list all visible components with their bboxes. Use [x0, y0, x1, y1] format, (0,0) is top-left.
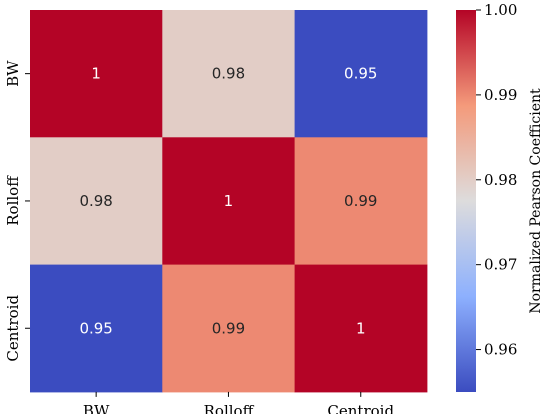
cell-rolloff-bw: [30, 137, 163, 266]
cell-value-label: 0.95: [79, 319, 112, 337]
y-axis: BW Rolloff Centroid: [4, 60, 30, 362]
y-tick-label: BW: [4, 60, 22, 87]
heatmap-cells: 1 0.98 0.95 0.98 1 0.99 0.95 0.99 1: [30, 10, 428, 393]
x-axis: BW Rolloff Centroid: [83, 391, 394, 414]
cell-value-label: 1: [91, 65, 101, 83]
y-tick-label: Rolloff: [4, 175, 22, 226]
colorbar-title: Normalized Pearson Coefficient: [528, 88, 544, 314]
colorbar-tick-label: 0.99: [484, 86, 517, 104]
x-tick-label: BW: [83, 402, 110, 414]
cell-value-label: 1: [224, 192, 234, 210]
y-tick-label: Centroid: [4, 295, 22, 362]
cell-value-label: 0.99: [212, 319, 245, 337]
x-tick-label: Rolloff: [204, 402, 255, 414]
cell-centroid-bw: [30, 264, 163, 393]
cell-value-label: 0.99: [344, 192, 377, 210]
colorbar-tick-label: 0.96: [484, 341, 517, 359]
cell-bw-centroid: [294, 10, 428, 138]
cell-value-label: 0.95: [344, 65, 377, 83]
x-tick-label: Centroid: [327, 402, 394, 414]
cell-centroid-rolloff: [162, 264, 296, 393]
cell-bw-bw: [30, 10, 163, 138]
cell-value-label: 0.98: [79, 192, 112, 210]
colorbar-tick-label: 0.98: [484, 171, 517, 189]
colorbar-tick-label: 0.97: [484, 256, 517, 274]
cell-bw-rolloff: [162, 10, 296, 138]
cell-value-label: 1: [356, 319, 366, 337]
colorbar: 0.96 0.97 0.98 0.99 1.00 Normalized Pearson …: [456, 1, 544, 392]
colorbar-tick-label: 1.00: [484, 1, 517, 19]
cell-value-label: 0.98: [212, 65, 245, 83]
cell-rolloff-centroid: [294, 137, 428, 266]
cell-centroid-centroid: [294, 264, 428, 393]
colorbar-ticks: 0.96 0.97 0.98 0.99 1.00: [476, 1, 517, 359]
cell-rolloff-rolloff: [162, 137, 296, 266]
colorbar-gradient: [456, 10, 476, 392]
